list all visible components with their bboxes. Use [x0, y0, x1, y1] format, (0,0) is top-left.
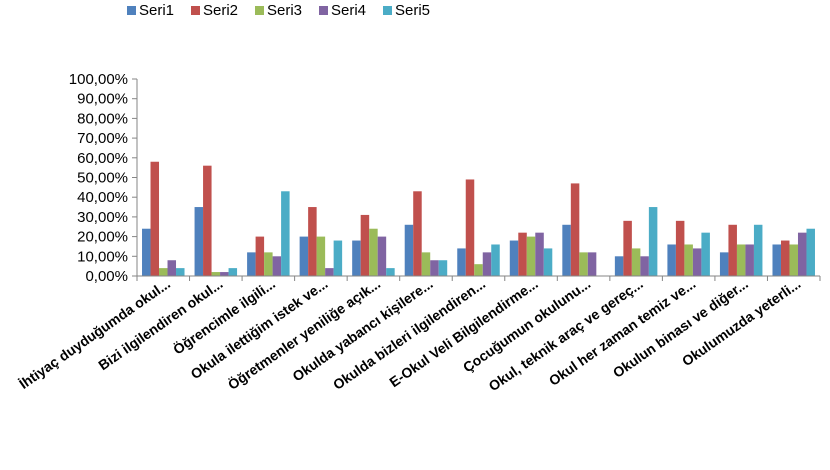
legend-label-seri2: Seri2 — [203, 2, 238, 19]
bar-seri4-5 — [377, 236, 387, 276]
bar-seri3-9 — [579, 252, 588, 276]
y-tick-label: 30,00% — [77, 209, 128, 226]
bar-seri1-9 — [562, 224, 571, 276]
bar-seri1-1 — [142, 228, 151, 276]
bar-seri1-4 — [299, 236, 309, 276]
bar-seri4-11 — [692, 248, 702, 276]
bar-seri1-11 — [667, 244, 676, 276]
y-tick-label: 70,00% — [77, 130, 128, 147]
bar-seri4-9 — [587, 252, 597, 276]
bar-seri2-9 — [570, 183, 580, 276]
bar-seri3-13 — [789, 244, 798, 276]
bar-seri5-5 — [386, 268, 395, 276]
bar-seri4-4 — [325, 268, 334, 276]
bar-seri3-4 — [316, 236, 326, 276]
bar-seri4-7 — [482, 252, 492, 276]
bar-seri4-1 — [167, 260, 177, 276]
y-tick-label: 50,00% — [77, 170, 128, 187]
bar-seri5-6 — [438, 260, 448, 276]
bar-seri4-3 — [272, 256, 282, 276]
bar-seri3-6 — [421, 252, 431, 276]
bar-seri3-2 — [211, 272, 221, 276]
bar-seri5-8 — [543, 248, 553, 276]
legend-label-seri4: Seri4 — [331, 2, 366, 19]
bar-seri2-4 — [308, 207, 317, 276]
bar-seri3-5 — [369, 228, 378, 276]
bar-seri1-8 — [509, 240, 519, 276]
y-tick-label: 0,00% — [85, 268, 128, 285]
y-tick-label: 60,00% — [77, 150, 128, 167]
bar-seri2-1 — [150, 161, 160, 276]
bar-seri2-10 — [623, 220, 632, 276]
bar-seri3-3 — [264, 252, 273, 276]
bar-seri3-10 — [631, 248, 641, 276]
bar-seri5-12 — [753, 224, 763, 276]
legend-label-seri3: Seri3 — [267, 2, 302, 19]
bar-seri5-2 — [228, 268, 238, 276]
bar-seri1-2 — [194, 207, 204, 276]
y-tick-label: 40,00% — [77, 189, 128, 206]
legend-label-seri1: Seri1 — [139, 2, 174, 19]
bar-seri4-8 — [535, 232, 544, 276]
bar-seri2-11 — [675, 220, 685, 276]
y-tick-label: 20,00% — [77, 229, 128, 246]
bar-seri2-5 — [360, 214, 370, 276]
legend-swatch-seri1 — [127, 6, 136, 15]
y-tick-label: 90,00% — [77, 91, 128, 108]
bar-seri3-12 — [736, 244, 746, 276]
bar-seri5-13 — [806, 228, 815, 276]
bar-seri1-7 — [457, 248, 466, 276]
bar-seri1-10 — [614, 256, 624, 276]
bar-seri2-8 — [518, 232, 527, 276]
bars-group — [142, 161, 815, 276]
legend-swatch-seri4 — [319, 6, 328, 15]
y-tick-label: 80,00% — [77, 110, 128, 127]
bar-seri2-13 — [780, 240, 790, 276]
bar-seri5-3 — [281, 191, 290, 276]
bar-seri5-11 — [701, 232, 710, 276]
bar-seri1-12 — [719, 252, 729, 276]
bar-seri4-10 — [640, 256, 649, 276]
legend-label-seri5: Seri5 — [395, 2, 430, 19]
bar-seri4-13 — [797, 232, 807, 276]
bar-seri2-6 — [413, 191, 422, 276]
chart-legend: Seri1 Seri2 Seri3 Seri4 Seri5 — [127, 2, 430, 19]
bar-seri3-1 — [159, 268, 168, 276]
bar-seri1-6 — [404, 224, 414, 276]
bar-seri1-5 — [352, 240, 361, 276]
legend-swatch-seri3 — [255, 6, 264, 15]
y-axis: 0,00% 10,00% 20,00% 30,00% 40,00% 50,00% 60,00… — [69, 71, 138, 285]
bar-seri3-8 — [526, 236, 536, 276]
bar-seri4-6 — [430, 260, 439, 276]
bar-seri4-12 — [745, 244, 754, 276]
bar-seri2-12 — [728, 224, 737, 276]
bar-seri1-3 — [247, 252, 256, 276]
legend-swatch-seri2 — [191, 6, 200, 15]
bar-seri4-2 — [220, 272, 229, 276]
bar-seri5-10 — [648, 207, 658, 276]
y-tick-label: 100,00% — [69, 71, 128, 88]
bar-seri2-7 — [465, 179, 475, 276]
x-axis: İhtiyaç duyduğumda okul...Bizi ilgilendi… — [16, 275, 821, 394]
bar-seri3-7 — [474, 264, 483, 276]
bar-seri2-2 — [203, 165, 212, 276]
bar-seri1-13 — [772, 244, 781, 276]
bar-seri2-3 — [255, 236, 265, 276]
legend-swatch-seri5 — [383, 6, 392, 15]
bar-seri5-1 — [176, 268, 185, 276]
bar-seri5-7 — [491, 244, 500, 276]
y-tick-label: 10,00% — [77, 248, 128, 265]
bar-seri3-11 — [684, 244, 693, 276]
bar-seri5-4 — [333, 240, 343, 276]
